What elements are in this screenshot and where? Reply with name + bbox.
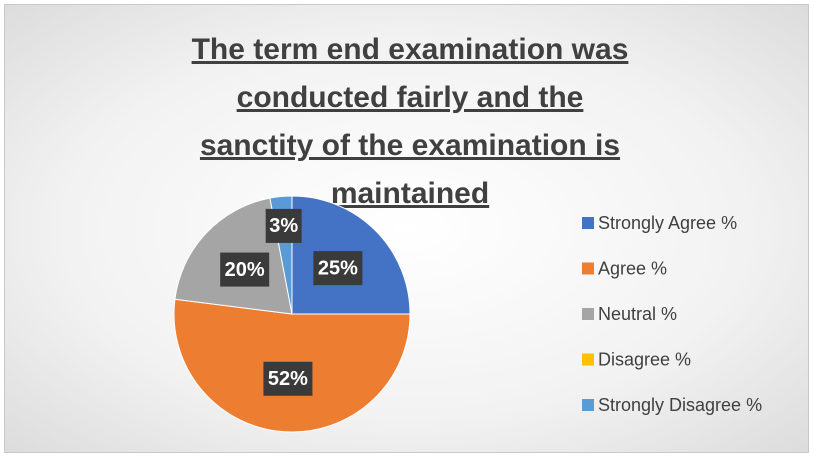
data-label: 3% [269, 215, 298, 237]
data-label-box [220, 252, 270, 287]
legend-swatch [582, 217, 594, 229]
legend-swatch [582, 262, 594, 275]
chart-title: The term end examination was conducted f… [191, 33, 629, 210]
legend-label: Disagree % [598, 349, 691, 369]
legend-swatch [582, 308, 594, 320]
legend-swatch [582, 399, 594, 411]
legend-label: Neutral % [598, 304, 677, 324]
data-label: 25% [318, 257, 358, 279]
data-label-box [313, 251, 363, 286]
data-label-box [263, 361, 313, 396]
data-label: 52% [268, 368, 308, 390]
legend-swatch [582, 353, 594, 366]
legend-label: Strongly Disagree % [598, 395, 762, 415]
data-label-box [265, 208, 302, 243]
legend-label: Agree % [598, 258, 667, 278]
legend-label: Strongly Agree % [598, 213, 737, 233]
data-label: 20% [225, 259, 265, 281]
chart-area [4, 4, 809, 453]
